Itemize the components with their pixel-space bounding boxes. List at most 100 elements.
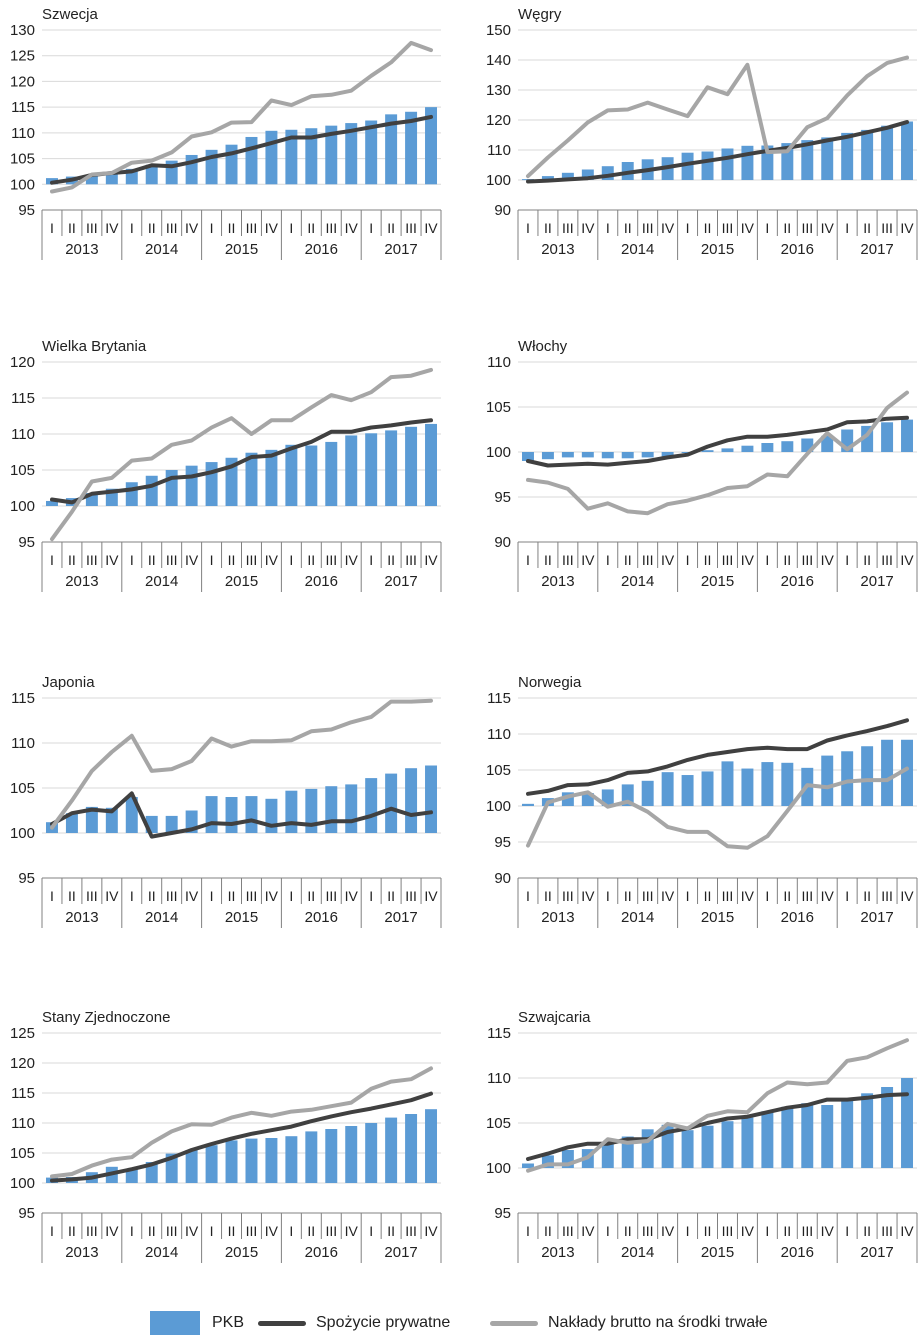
x-tick-label: III bbox=[405, 552, 417, 568]
pkb-bar bbox=[741, 445, 754, 452]
pkb-bar bbox=[425, 423, 438, 506]
x-tick-label: III bbox=[166, 220, 178, 236]
pkb-bar bbox=[761, 443, 774, 452]
year-label: 2017 bbox=[860, 909, 893, 926]
x-tick-label: IV bbox=[345, 552, 359, 568]
pkb-bar bbox=[265, 449, 278, 506]
y-tick-label: 105 bbox=[10, 151, 35, 168]
pkb-bar bbox=[265, 1138, 278, 1183]
y-tick-label: 105 bbox=[486, 1115, 511, 1132]
x-tick-label: II bbox=[863, 1223, 871, 1239]
legend-item-consumption: Spożycie prywatne bbox=[258, 1311, 450, 1335]
x-tick-label: I bbox=[289, 1223, 293, 1239]
x-tick-label: III bbox=[722, 888, 734, 904]
pkb-bar bbox=[225, 1140, 238, 1183]
pkb-bar bbox=[581, 793, 594, 806]
x-tick-label: IV bbox=[741, 552, 755, 568]
pkb-bar bbox=[305, 445, 318, 506]
y-tick-label: 95 bbox=[494, 834, 511, 851]
x-tick-label: I bbox=[686, 220, 690, 236]
y-tick-label: 110 bbox=[11, 125, 35, 142]
pkb-bar bbox=[701, 1125, 714, 1168]
x-tick-label: IV bbox=[265, 1223, 279, 1239]
chart-title: Szwajcaria bbox=[518, 1009, 591, 1026]
legend-label-consumption: Spożycie prywatne bbox=[316, 1314, 451, 1331]
x-tick-label: II bbox=[863, 552, 871, 568]
pkb-bar bbox=[145, 475, 158, 506]
x-tick-label: IV bbox=[661, 552, 675, 568]
x-tick-label: III bbox=[86, 1223, 98, 1239]
x-tick-label: I bbox=[369, 888, 373, 904]
investment-swatch bbox=[490, 1320, 538, 1326]
x-tick-label: I bbox=[526, 220, 530, 236]
x-tick-label: I bbox=[210, 552, 214, 568]
y-tick-label: 125 bbox=[10, 1025, 35, 1042]
pkb-bar bbox=[325, 441, 338, 506]
x-tick-label: IV bbox=[900, 1223, 914, 1239]
pkb-bar bbox=[105, 172, 118, 185]
x-tick-label: I bbox=[845, 220, 849, 236]
pkb-bar bbox=[601, 789, 614, 806]
y-tick-label: 105 bbox=[486, 399, 511, 416]
x-tick-label: I bbox=[686, 552, 690, 568]
year-label: 2013 bbox=[65, 909, 98, 926]
x-tick-label: III bbox=[642, 1223, 654, 1239]
pkb-bar bbox=[721, 148, 734, 180]
x-tick-label: III bbox=[86, 552, 98, 568]
x-tick-label: IV bbox=[821, 552, 835, 568]
pkb-bar bbox=[661, 1124, 674, 1168]
x-tick-label: II bbox=[387, 888, 395, 904]
pkb-bar bbox=[821, 137, 834, 180]
x-tick-label: IV bbox=[185, 552, 199, 568]
x-tick-label: II bbox=[544, 552, 552, 568]
pkb-bar bbox=[781, 143, 794, 180]
pkb-bar bbox=[145, 164, 158, 185]
pkb-bar bbox=[661, 452, 674, 457]
x-tick-label: I bbox=[210, 220, 214, 236]
pkb-bar bbox=[641, 452, 654, 458]
pkb-bar bbox=[601, 166, 614, 180]
year-label: 2014 bbox=[145, 241, 178, 258]
x-tick-label: II bbox=[228, 552, 236, 568]
y-tick-label: 95 bbox=[18, 534, 35, 551]
x-tick-label: II bbox=[307, 552, 315, 568]
consumption-line bbox=[50, 418, 433, 505]
year-label: 2015 bbox=[701, 1244, 734, 1261]
pkb-bar bbox=[225, 144, 238, 185]
x-tick-label: IV bbox=[105, 888, 119, 904]
year-label: 2013 bbox=[65, 1244, 98, 1261]
x-tick-label: III bbox=[881, 1223, 893, 1239]
pkb-bar bbox=[841, 751, 854, 806]
pkb-bar bbox=[741, 145, 754, 180]
consumption-line bbox=[526, 120, 909, 184]
x-tick-label: I bbox=[369, 552, 373, 568]
x-tick-label: I bbox=[526, 552, 530, 568]
x-tick-label: I bbox=[686, 1223, 690, 1239]
x-tick-label: I bbox=[369, 220, 373, 236]
pkb-bar bbox=[165, 1153, 178, 1183]
year-label: 2013 bbox=[65, 241, 98, 258]
x-tick-label: III bbox=[325, 220, 337, 236]
pkb-bar bbox=[741, 1117, 754, 1168]
pkb-bar bbox=[721, 448, 734, 452]
pkb-bar bbox=[205, 796, 218, 833]
pkb-bar bbox=[801, 140, 814, 180]
investment-line bbox=[50, 1066, 433, 1179]
x-tick-label: I bbox=[130, 888, 134, 904]
legend: PKB Spożycie prywatne Nakłady brutto na … bbox=[0, 1305, 921, 1335]
year-label: 2014 bbox=[145, 573, 178, 590]
pkb-bar bbox=[145, 1162, 158, 1183]
y-tick-label: 100 bbox=[10, 1175, 35, 1192]
x-tick-label: II bbox=[68, 1223, 76, 1239]
y-tick-label: 95 bbox=[18, 1205, 35, 1222]
x-tick-label: II bbox=[624, 1223, 632, 1239]
x-tick-label: I bbox=[606, 220, 610, 236]
x-tick-label: IV bbox=[661, 220, 675, 236]
x-tick-label: II bbox=[68, 220, 76, 236]
year-label: 2013 bbox=[541, 909, 574, 926]
x-tick-label: IV bbox=[741, 1223, 755, 1239]
y-tick-label: 105 bbox=[10, 780, 35, 797]
